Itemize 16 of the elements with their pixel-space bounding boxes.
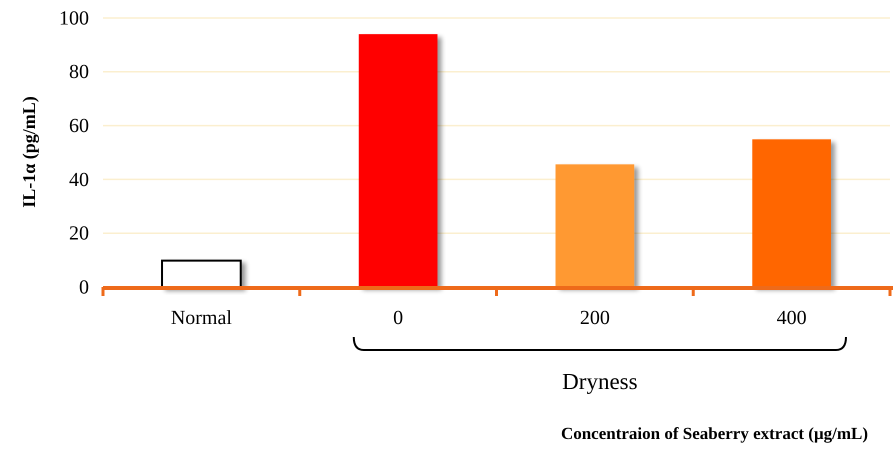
y-tick-label: 100 (59, 7, 89, 30)
bar (556, 164, 634, 287)
y-tick-label: 60 (69, 115, 89, 137)
y-tick-label: 40 (69, 168, 89, 191)
y-tick-label: 80 (69, 61, 89, 84)
bar (752, 139, 831, 287)
y-tick-label: 0 (79, 276, 89, 298)
bar (358, 34, 438, 287)
y-axis-title: IL-1α (pg/mL) (19, 96, 39, 208)
text: Concentraion of Seaberry extract (μg/mL) (560, 424, 868, 443)
x-tick-label: Normal (170, 307, 232, 329)
y-tick-label: 20 (69, 222, 89, 245)
text: Dryness (562, 369, 638, 394)
x-tick-label: 0 (393, 307, 404, 329)
x-tick-label: 200 (580, 307, 610, 329)
x-tick-label: 400 (776, 307, 807, 329)
